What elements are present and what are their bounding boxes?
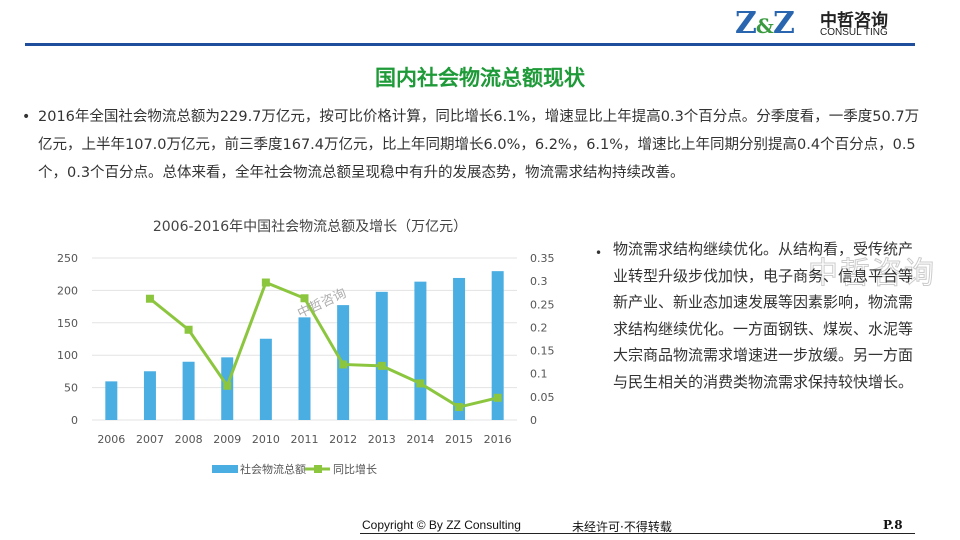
bar bbox=[182, 361, 195, 420]
x-tick-label: 2015 bbox=[445, 433, 473, 446]
growth-point bbox=[300, 294, 309, 303]
watermark: 中哲咨询 bbox=[808, 256, 936, 292]
bar bbox=[414, 281, 427, 420]
footer-copyright: Copyright © By ZZ Consulting bbox=[362, 518, 521, 532]
x-tick-label: 2012 bbox=[329, 433, 357, 446]
growth-point bbox=[493, 393, 502, 402]
y-tick-label: 200 bbox=[57, 284, 78, 297]
x-tick-label: 2010 bbox=[252, 433, 280, 446]
growth-point bbox=[339, 360, 348, 369]
x-tick-label: 2006 bbox=[97, 433, 125, 446]
legend-line-marker bbox=[314, 465, 322, 473]
x-tick-label: 2016 bbox=[484, 433, 512, 446]
bullet-icon: • bbox=[22, 109, 31, 125]
x-tick-label: 2013 bbox=[368, 433, 396, 446]
page-title: 国内社会物流总额现状 bbox=[375, 66, 585, 90]
y2-tick-label: 0.2 bbox=[530, 321, 548, 334]
growth-point bbox=[377, 361, 386, 370]
bar bbox=[298, 317, 311, 420]
y2-tick-label: 0.05 bbox=[530, 391, 555, 404]
y-tick-label: 150 bbox=[57, 317, 78, 330]
bar bbox=[105, 381, 118, 420]
legend-label: 社会物流总额 bbox=[240, 462, 306, 476]
growth-point bbox=[184, 325, 193, 334]
y2-tick-label: 0.35 bbox=[530, 252, 555, 265]
bar bbox=[453, 277, 466, 420]
y2-tick-label: 0.15 bbox=[530, 345, 555, 358]
brand-subtitle: CONSUL TING bbox=[820, 27, 888, 38]
bar bbox=[375, 291, 388, 420]
footer-notice: 未经许可·不得转载 bbox=[572, 520, 672, 534]
growth-line bbox=[149, 280, 499, 409]
y2-tick-label: 0.3 bbox=[530, 275, 548, 288]
y-tick-label: 100 bbox=[57, 349, 78, 362]
y-tick-label: 50 bbox=[64, 382, 78, 395]
header-rule bbox=[25, 43, 915, 46]
growth-point bbox=[261, 278, 270, 287]
x-tick-label: 2014 bbox=[406, 433, 434, 446]
growth-point bbox=[416, 379, 425, 388]
x-tick-label: 2007 bbox=[136, 433, 164, 446]
summary-paragraph: 2016年全国社会物流总额为229.7万亿元，按可比价格计算，同比增长6.1%，… bbox=[38, 109, 920, 181]
y2-tick-label: 0 bbox=[530, 414, 537, 427]
y2-tick-label: 0.1 bbox=[530, 368, 548, 381]
chart-title: 2006-2016年中国社会物流总额及增长（万亿元） bbox=[152, 219, 468, 235]
y-tick-label: 0 bbox=[71, 414, 78, 427]
footer-rule bbox=[360, 533, 915, 534]
x-tick-label: 2009 bbox=[213, 433, 241, 446]
bar bbox=[143, 371, 156, 420]
page-number: P.8 bbox=[883, 518, 903, 532]
legend-bar-swatch bbox=[212, 465, 238, 473]
growth-point bbox=[455, 403, 464, 412]
x-tick-label: 2008 bbox=[175, 433, 203, 446]
x-tick-label: 2011 bbox=[291, 433, 319, 446]
logo: Z&Z bbox=[735, 6, 795, 41]
y-tick-label: 250 bbox=[57, 252, 78, 265]
legend-label: 同比增长 bbox=[333, 462, 377, 476]
growth-point bbox=[223, 381, 232, 390]
y2-tick-label: 0.25 bbox=[530, 298, 555, 311]
side-paragraph: 物流需求结构继续优化。从结构看，受传统产业转型升级步伐加快，电子商务、信息平台等… bbox=[613, 240, 914, 391]
growth-point bbox=[145, 294, 154, 303]
bar bbox=[259, 338, 272, 420]
bullet-icon: • bbox=[595, 246, 603, 260]
brand-name: 中哲咨询 bbox=[820, 11, 888, 31]
bar bbox=[491, 271, 504, 420]
